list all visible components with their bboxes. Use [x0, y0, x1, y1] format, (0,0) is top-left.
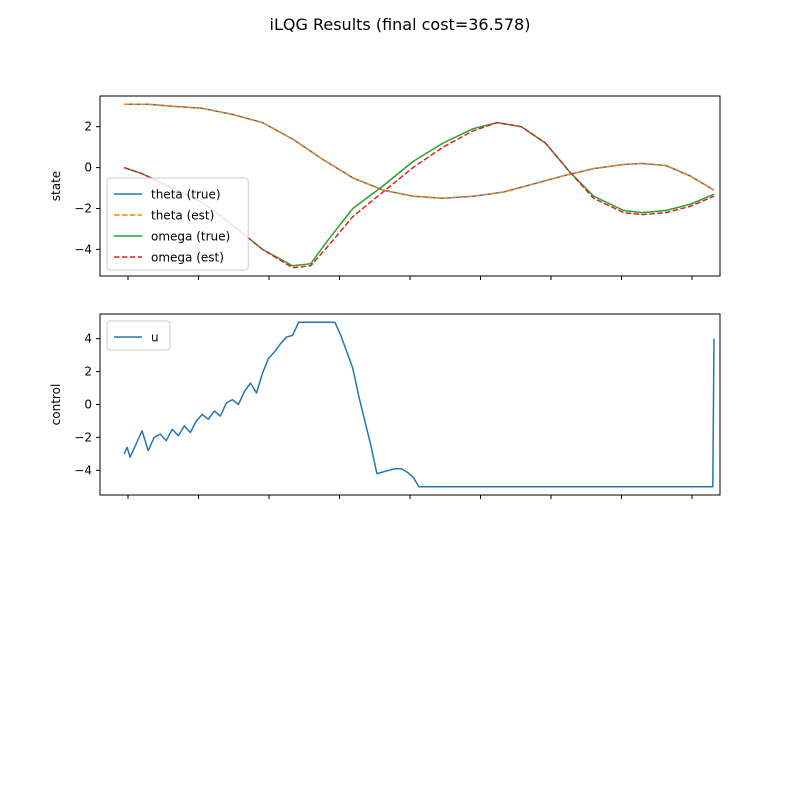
y-tick-label: −2	[74, 430, 92, 444]
control-plot-lines	[123, 321, 715, 488]
y-tick-label: 0	[84, 161, 92, 175]
y-tick-label: −4	[74, 463, 92, 477]
legend-label: omega (est)	[151, 251, 224, 265]
y-tick-label: 0	[84, 398, 92, 412]
y-tick-label: −4	[74, 242, 92, 256]
state-axis-label: state	[49, 171, 63, 201]
figure-title: iLQG Results (final cost=36.578)	[270, 15, 531, 34]
series-line	[123, 121, 715, 269]
control-axis-ticks: 4 2 0 −2 −4	[74, 332, 693, 499]
legend-box	[106, 320, 171, 351]
legend-label: omega (true)	[151, 230, 230, 244]
control-axes-frame	[99, 313, 721, 496]
y-tick-label: −2	[74, 202, 92, 216]
series-line	[124, 103, 715, 200]
legend-box	[106, 177, 249, 271]
control-axes: control 4 2 0 −2 −4 u	[49, 313, 721, 499]
series-line	[123, 321, 715, 488]
state-axes: state 2 0 −2 −4 theta (true) theta (est) omeg…	[49, 95, 721, 280]
y-tick-label: 2	[84, 120, 92, 134]
legend-label: u	[151, 331, 159, 345]
legend-label: theta (true)	[151, 188, 221, 202]
control-legend: u	[106, 320, 171, 351]
y-tick-label: 4	[84, 332, 92, 346]
state-axis-ticks: 2 0 −2 −4	[74, 120, 693, 280]
state-legend: theta (true) theta (est) omega (true) omega…	[106, 177, 249, 271]
legend-label: theta (est)	[151, 209, 214, 223]
y-tick-label: 2	[84, 365, 92, 379]
control-axis-label: control	[49, 384, 63, 426]
